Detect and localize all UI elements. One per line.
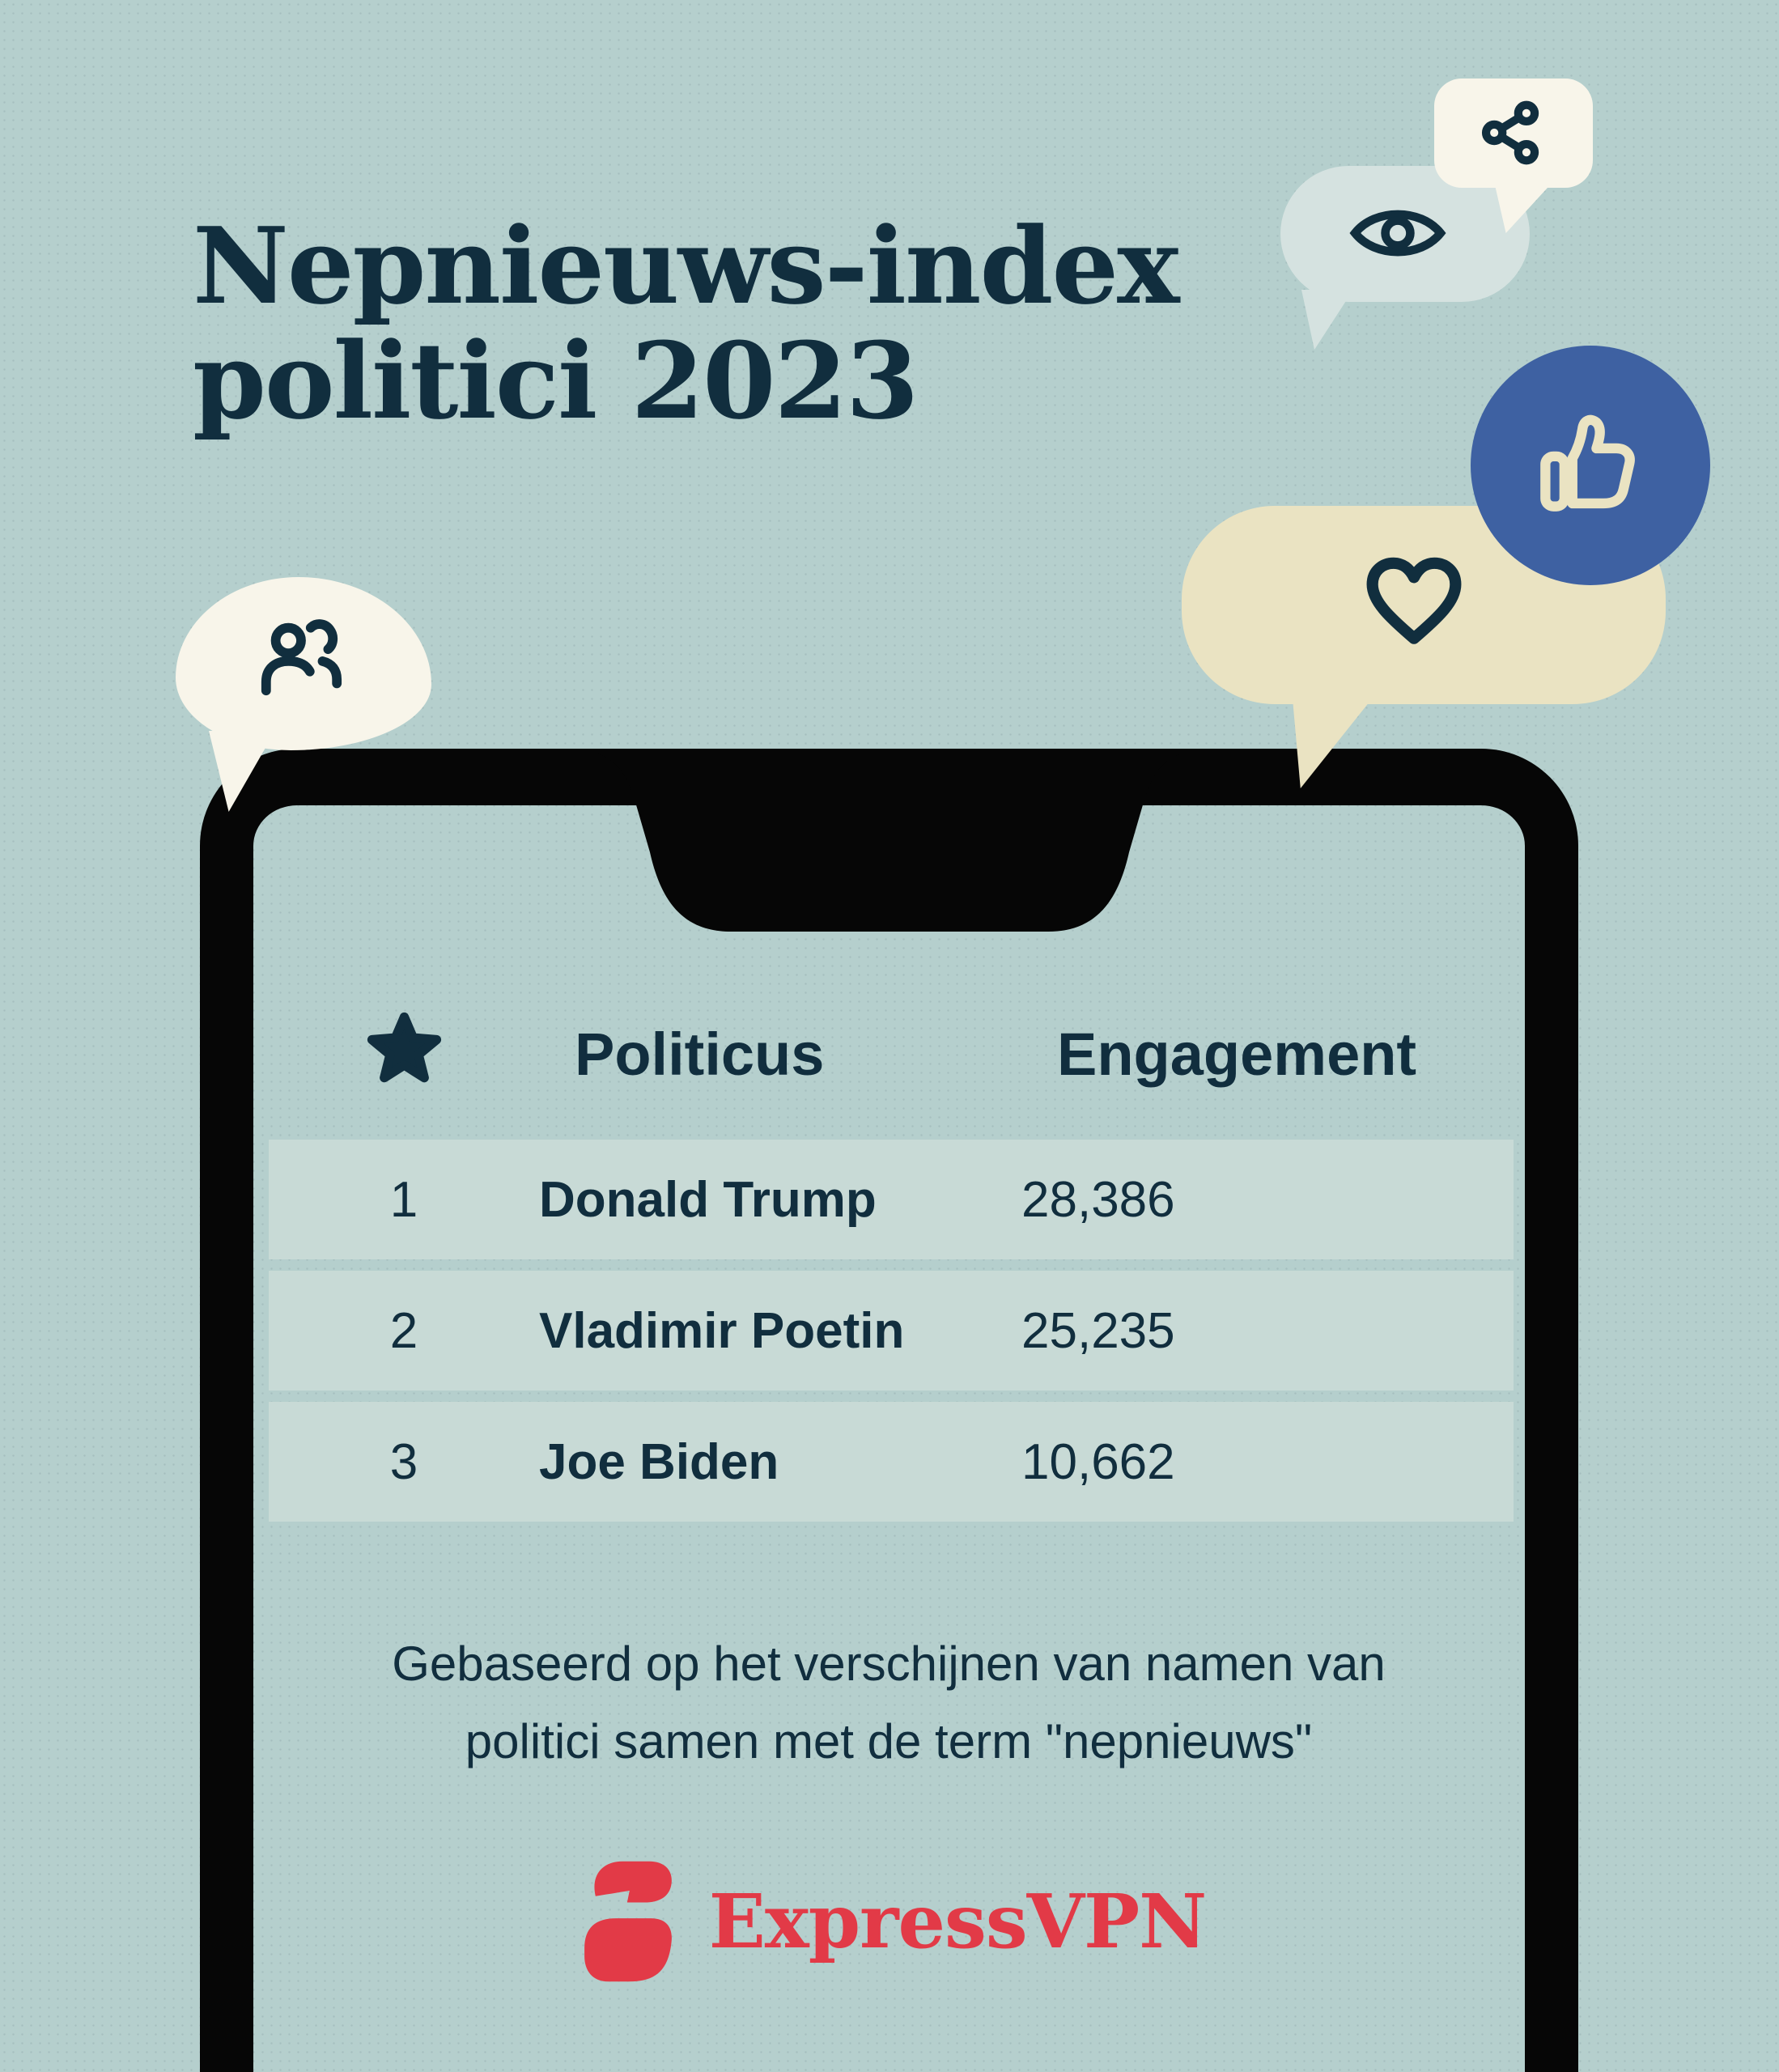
politician-cell: Joe Biden bbox=[539, 1433, 779, 1490]
share-speech-bubble bbox=[1434, 79, 1593, 188]
heart-icon bbox=[1366, 557, 1462, 644]
engagement-cell: 10,662 bbox=[1021, 1433, 1175, 1490]
politician-cell: Vladimir Poetin bbox=[539, 1302, 905, 1359]
brand-wordmark: ExpressVPN bbox=[708, 1877, 1208, 1965]
footnote-line2: politici samen met de term "nepnieuws" bbox=[465, 1714, 1313, 1768]
eye-speech-bubble-tail bbox=[1301, 290, 1353, 350]
page-title-line2: politici 2023 bbox=[193, 319, 919, 443]
table-row: 2 Vladimir Poetin 25,235 bbox=[269, 1271, 1514, 1391]
table-row: 3 Joe Biden 10,662 bbox=[269, 1402, 1514, 1522]
engagement-cell: 28,386 bbox=[1021, 1171, 1175, 1228]
column-header-politician: Politicus bbox=[575, 1021, 825, 1088]
phone-notch bbox=[590, 749, 1189, 932]
politician-cell: Donald Trump bbox=[539, 1171, 877, 1228]
rank-cell: 2 bbox=[389, 1302, 418, 1359]
thumbs-up-badge bbox=[1471, 346, 1710, 585]
page-title: Nepnieuws-index politici 2023 bbox=[193, 204, 1180, 443]
brand-logo: ExpressVPN bbox=[253, 1852, 1524, 1990]
share-icon bbox=[1481, 100, 1539, 165]
people-icon bbox=[261, 619, 342, 696]
thumbs-up-icon bbox=[1540, 414, 1635, 512]
eye-speech-bubble bbox=[1280, 166, 1530, 302]
table-row: 1 Donald Trump 28,386 bbox=[269, 1140, 1514, 1259]
expressvpn-logo-icon bbox=[584, 1861, 672, 1982]
eye-icon bbox=[1349, 210, 1446, 257]
page-title-line1: Nepnieuws-index bbox=[193, 204, 1180, 328]
footnote-line1: Gebaseerd op het verschijnen van namen v… bbox=[392, 1637, 1386, 1691]
column-header-engagement: Engagement bbox=[1057, 1021, 1417, 1088]
star-icon bbox=[367, 1012, 442, 1083]
engagement-cell: 25,235 bbox=[1021, 1302, 1175, 1359]
rank-cell: 3 bbox=[389, 1433, 418, 1490]
footnote: Gebaseerd op het verschijnen van namen v… bbox=[253, 1625, 1524, 1781]
rank-cell: 1 bbox=[389, 1171, 418, 1228]
